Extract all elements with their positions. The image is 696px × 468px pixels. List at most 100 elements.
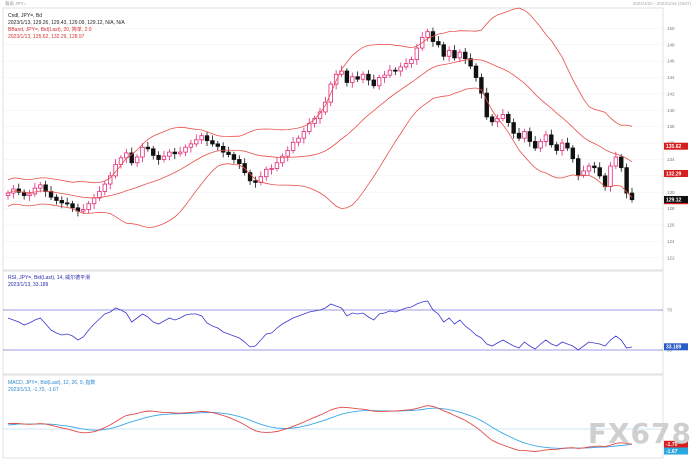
price-panel-frame (2, 7, 664, 271)
candle-body (32, 187, 38, 195)
price-legend-line2: 2023/1/13, 129.26, 129.43, 129.09, 129.1… (8, 20, 125, 26)
macd-value-badge-bg (664, 440, 688, 448)
time-range-label: 2022/4/20 - 2023/1/16 (GMT) (633, 1, 692, 6)
price-y-tick-label: 138 (667, 124, 675, 129)
rsi-legend-line2: 2023/1/13, 33.189 (8, 282, 49, 288)
candle-body (108, 175, 113, 185)
bband-lower-line (7, 87, 633, 228)
candle-body (199, 135, 204, 141)
candle-body (532, 141, 538, 149)
bband-mid-badge-text: 132.29 (666, 171, 682, 177)
candle-body (500, 114, 506, 119)
macd-legend-line1: MACD, JPY=, Bid(Last), 12, 26, 9, 指数 (8, 379, 95, 386)
candle-body (253, 180, 258, 183)
candle-body (161, 155, 167, 160)
candle-body (167, 151, 172, 157)
candle-body (183, 146, 188, 153)
candle-body (91, 197, 97, 205)
candle-body (140, 146, 145, 158)
candle-body (350, 76, 355, 83)
candle-body (565, 142, 570, 149)
watermark-logo: FX678 (587, 417, 692, 450)
candle-body (382, 74, 387, 78)
candle-body (489, 116, 495, 123)
bband-upper-badge-bg (664, 142, 688, 150)
macd-series-layer (3, 405, 663, 452)
macd-panel-frame (2, 374, 664, 459)
candle-body (463, 51, 468, 60)
candle-body (511, 122, 516, 134)
candle-body (446, 50, 452, 57)
candle-body (215, 143, 220, 147)
candle-body (355, 76, 360, 80)
price-y-tick-label: 146 (667, 59, 675, 64)
candle-body (129, 152, 134, 164)
candle-body (457, 51, 463, 59)
rsi-series-layer (3, 300, 663, 351)
candle-body (226, 151, 231, 155)
candle-body (38, 184, 43, 189)
candle-body (54, 196, 59, 201)
price-y-tick-label: 130 (667, 190, 675, 195)
candle-body (527, 131, 532, 142)
price-legend-line1: Cndl, JPY=, Bd (8, 13, 42, 19)
candle-body (613, 156, 619, 167)
price-y-tick-label: 144 (667, 75, 675, 80)
candle-body (425, 31, 430, 38)
candle-body (619, 156, 624, 169)
candle-body (59, 200, 64, 204)
bband-upper-line (7, 7, 633, 184)
price-y-tick-label: 134 (667, 157, 675, 162)
candle-body (264, 168, 269, 178)
rsi-y-tick-label: 70 (667, 308, 673, 313)
candle-body (554, 144, 559, 151)
candle-body (5, 192, 11, 196)
candle-body (97, 191, 102, 199)
candle-body (452, 50, 457, 59)
candle-body (403, 63, 409, 68)
candle-body (629, 192, 635, 201)
candle-body (393, 69, 398, 72)
candle-body (188, 143, 194, 148)
bband-legend-line1: BBand, JPY=, Bid(Last), 20, 简单, 2.0 (8, 26, 92, 33)
candle-body (344, 70, 350, 83)
candle-body (70, 203, 75, 209)
candle-body (581, 170, 586, 176)
last-close-badge-text: 129.12 (666, 197, 682, 203)
bband-legend-line2: 2023/1/13, 135.62, 132.29, 128.97 (8, 34, 85, 40)
candle-body (118, 157, 124, 165)
candle-body (177, 151, 183, 155)
candle-body (290, 141, 296, 151)
candle-body (592, 165, 597, 169)
candle-body (102, 183, 108, 192)
candle-body (231, 154, 237, 160)
candle-body (210, 140, 215, 145)
candle-body (570, 147, 576, 160)
app-label: 報表 JPY= (5, 0, 27, 7)
candle-body (301, 131, 307, 139)
signal-value-badge-bg (664, 447, 688, 455)
candle-body (602, 175, 608, 187)
candle-body (576, 158, 581, 176)
candle-body (172, 151, 177, 155)
candle-body (441, 44, 446, 57)
price-y-tick-label: 148 (667, 42, 675, 47)
candle-body (559, 142, 565, 151)
candle-body (145, 146, 151, 150)
candle-body (398, 66, 403, 72)
macd-line (7, 405, 633, 452)
price-y-tick-label: 124 (667, 239, 675, 244)
candle-body (134, 156, 140, 164)
candle-body (204, 135, 210, 142)
price-y-tick-label: 140 (667, 108, 675, 113)
macd-legend-line2: 2023/1/13, -1.70, -1.67 (8, 387, 59, 393)
bband-upper-badge-text: 135.62 (666, 144, 682, 150)
bband-middle-line (7, 59, 633, 199)
candle-body (285, 150, 290, 157)
price-y-tick-label: 142 (667, 91, 675, 96)
candle-body (323, 101, 328, 113)
candle-body (586, 165, 592, 172)
candle-body (43, 184, 48, 192)
candle-body (296, 137, 301, 143)
